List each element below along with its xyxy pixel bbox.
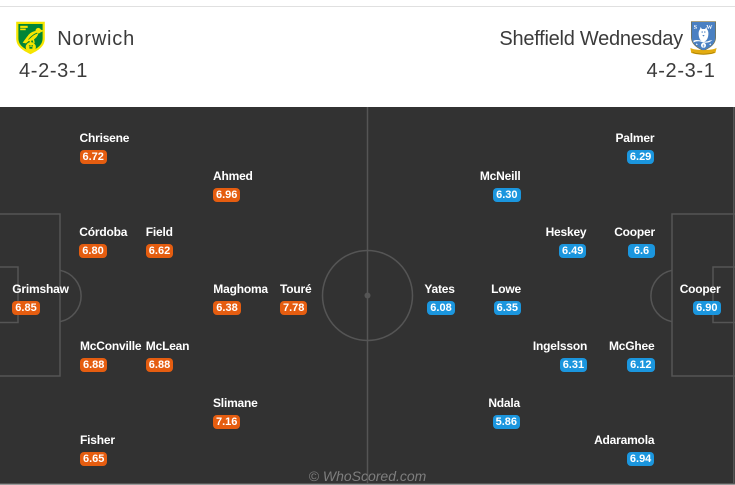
svg-text:W: W bbox=[706, 24, 713, 31]
svg-text:S: S bbox=[694, 24, 698, 31]
